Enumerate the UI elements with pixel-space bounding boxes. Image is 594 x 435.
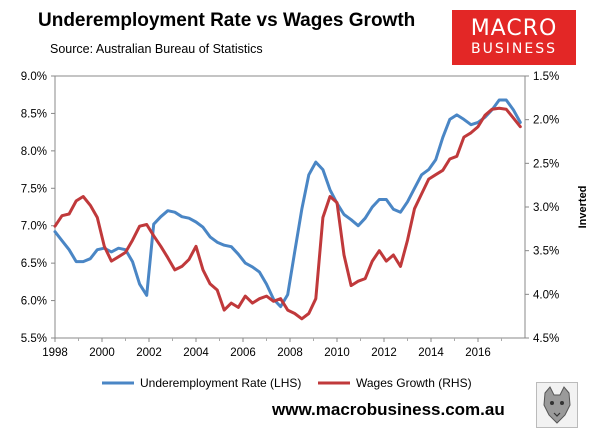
right-axis-tick-label: 1.5% (533, 71, 559, 83)
right-axis-label: Inverted (577, 186, 589, 229)
logo-line1: MACRO (470, 16, 558, 41)
legend-underemployment-label: Underemployment Rate (LHS) (140, 376, 301, 390)
x-axis-tick-label: 2014 (418, 347, 444, 359)
left-axis-tick-label: 9.0% (21, 71, 47, 83)
source-text: Source: Australian Bureau of Statistics (50, 42, 263, 56)
underemployment-line (53, 98, 522, 309)
website-url: www.macrobusiness.com.au (272, 400, 505, 419)
x-axis-tick-label: 2008 (277, 347, 303, 359)
x-axis-tick-label: 1998 (42, 347, 68, 359)
left-axis-tick-label: 7.0% (21, 221, 47, 233)
chart-title: Underemployment Rate vs Wages Growth (38, 10, 416, 31)
x-axis-tick-label: 2002 (136, 347, 162, 359)
left-axis-tick-label: 8.0% (21, 146, 47, 158)
right-axis-tick-label: 2.0% (533, 115, 559, 127)
right-axis-tick-label: 3.5% (533, 246, 559, 258)
legend-wages-growth-label: Wages Growth (RHS) (356, 376, 472, 390)
macro-business-logo: MACRO BUSINESS (452, 10, 576, 65)
x-axis-tick-label: 2016 (465, 347, 491, 359)
right-axis-tick-label: 3.0% (533, 202, 559, 214)
x-axis-tick-label: 2010 (324, 347, 350, 359)
left-axis-tick-label: 8.5% (21, 108, 47, 120)
x-axis-tick-label: 2004 (183, 347, 209, 359)
wolf-head-icon (536, 382, 578, 428)
right-axis-tick-label: 4.5% (533, 333, 559, 345)
x-axis-tick-label: 2000 (89, 347, 115, 359)
right-axis-tick-label: 4.0% (533, 289, 559, 301)
left-axis-tick-label: 6.0% (21, 296, 47, 308)
left-axis-tick-label: 7.5% (21, 183, 47, 195)
left-axis-tick-label: 6.5% (21, 258, 47, 270)
x-axis-tick-label: 2012 (371, 347, 397, 359)
logo-line2: BUSINESS (471, 41, 557, 57)
wages-growth-line (53, 106, 522, 321)
x-axis-tick-label: 2006 (230, 347, 256, 359)
left-axis-tick-label: 5.5% (21, 333, 47, 345)
right-axis-tick-label: 2.5% (533, 158, 559, 170)
